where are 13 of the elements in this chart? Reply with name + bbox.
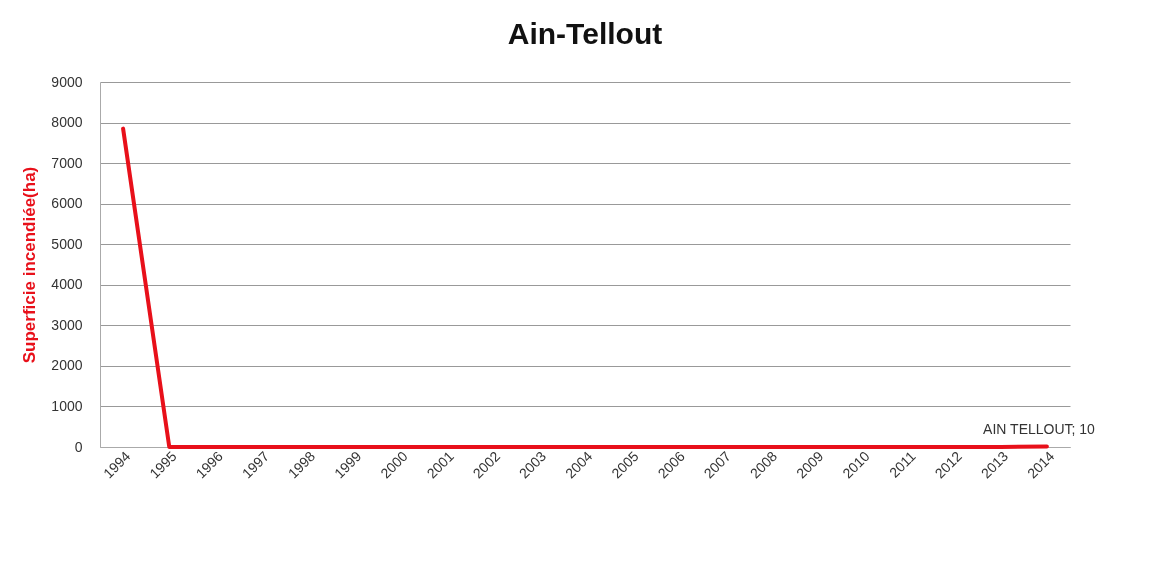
y-tick-label: 6000 — [51, 195, 83, 212]
y-axis-title: Superficie incendiée(ha) — [20, 166, 40, 364]
annotation: AIN TELLOUT; 10 — [983, 420, 1096, 437]
y-tick-label: 5000 — [51, 235, 83, 252]
y-tick-label: 9000 — [51, 73, 83, 90]
chart-title: Ain-Tellout — [507, 17, 663, 50]
y-tick-label: 2000 — [51, 357, 83, 374]
y-tick-label: 0 — [74, 438, 83, 455]
y-tick-label: 7000 — [51, 154, 83, 171]
y-tick-label: 8000 — [51, 114, 83, 131]
y-tick-label: 3000 — [51, 316, 83, 333]
y-tick-label: 4000 — [51, 276, 83, 293]
y-tick-label: 1000 — [51, 397, 83, 414]
